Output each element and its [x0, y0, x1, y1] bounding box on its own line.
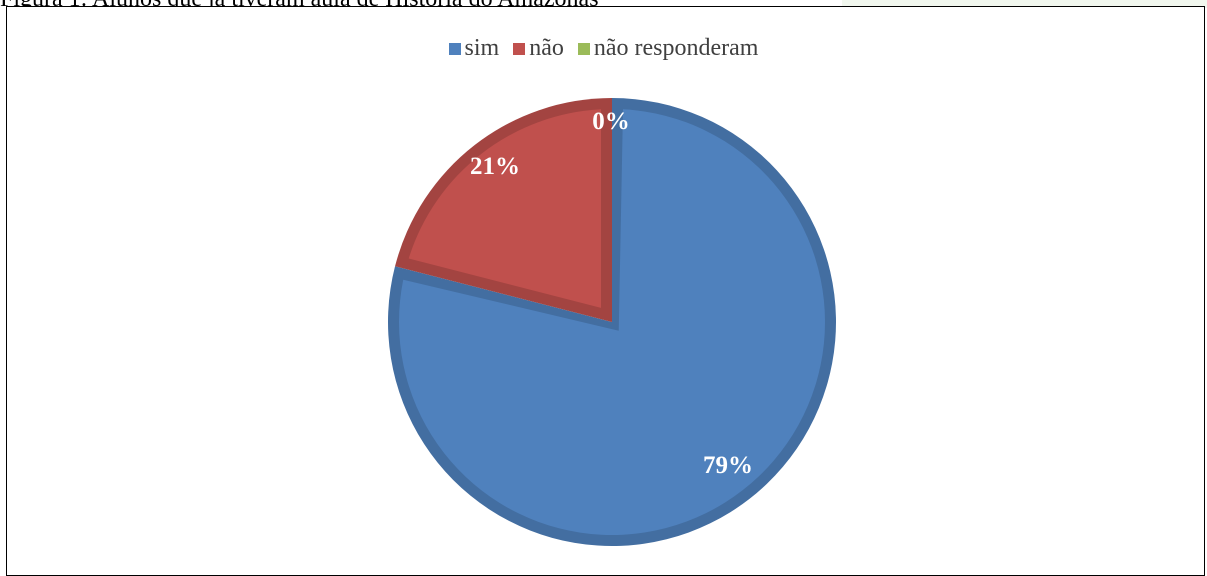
- legend-swatch-nao-responderam: [577, 43, 590, 55]
- legend-item-nao-responderam: não responderam: [577, 34, 759, 62]
- pie-slice-face-sim: [399, 109, 825, 535]
- figure-caption: Figura 1: Alunos que já tiveram aula de …: [0, 0, 599, 11]
- legend-swatch-sim: [448, 43, 461, 55]
- pie-slice-face-nao: [408, 109, 602, 308]
- legend-item-nao: não: [513, 34, 564, 62]
- data-label-nao-responderam: 0%: [592, 108, 630, 135]
- legend-label-nao: não: [529, 35, 564, 61]
- legend-item-sim: sim: [448, 34, 500, 62]
- legend-label-nao-responderam: não responderam: [593, 35, 759, 61]
- chart-legend: sim não não responderam: [0, 34, 1207, 62]
- data-label-sim: 79%: [703, 452, 753, 479]
- legend-label-sim: sim: [464, 35, 500, 61]
- page-background-strip: [842, 0, 1207, 8]
- legend-swatch-nao: [513, 43, 526, 55]
- data-label-nao: 21%: [470, 153, 520, 180]
